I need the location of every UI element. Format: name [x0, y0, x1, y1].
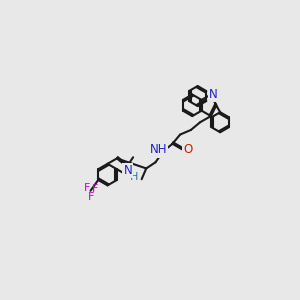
Text: NH: NH: [150, 143, 167, 157]
Text: F: F: [88, 192, 94, 202]
Text: N: N: [209, 88, 218, 101]
Text: N: N: [123, 164, 132, 177]
Text: H: H: [130, 172, 138, 182]
Text: F: F: [84, 183, 91, 193]
Text: O: O: [183, 143, 192, 157]
Text: F: F: [92, 184, 98, 194]
